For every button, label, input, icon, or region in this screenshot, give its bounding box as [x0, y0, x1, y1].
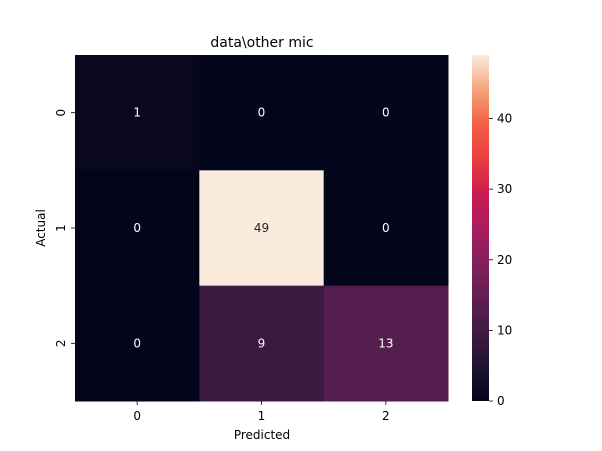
heatmap-cell	[75, 285, 200, 402]
x-axis-label: Predicted	[234, 428, 290, 442]
heatmap-cell	[199, 55, 325, 171]
x-axis: 0 1 2	[133, 401, 390, 423]
heatmap-cell	[323, 285, 449, 402]
heatmap-cell-labels: 1 0 0 0 49 0 0 9 13	[133, 106, 393, 351]
y-tick-label: 2	[54, 340, 68, 348]
y-axis: 0 1 2	[54, 109, 75, 347]
y-tick-label: 0	[54, 109, 68, 117]
heatmap-cell	[75, 170, 200, 287]
colorbar-tick-label: 20	[497, 253, 512, 267]
colorbar	[472, 55, 489, 401]
heatmap-cell	[323, 55, 449, 171]
heatmap-cells	[75, 55, 449, 402]
cell-value-label: 1	[133, 106, 141, 120]
colorbar-tick-label: 40	[497, 112, 512, 126]
cell-value-label: 0	[382, 106, 390, 120]
x-tick-label: 0	[133, 409, 141, 423]
cell-value-label: 0	[133, 336, 141, 350]
colorbar-tick-label: 10	[497, 323, 512, 337]
chart-title: data\other mic	[210, 35, 313, 51]
x-tick-label: 2	[382, 409, 390, 423]
cell-value-label: 49	[254, 221, 269, 235]
x-tick-label: 1	[258, 409, 266, 423]
heatmap-cell	[199, 170, 325, 287]
colorbar-axis: 0 10 20 30 40	[489, 112, 512, 408]
colorbar-tick-label: 0	[497, 394, 505, 408]
cell-value-label: 9	[258, 336, 266, 350]
y-axis-label: Actual	[34, 209, 48, 247]
y-tick-label: 1	[54, 224, 68, 232]
colorbar-tick-label: 30	[497, 182, 512, 196]
cell-value-label: 13	[378, 336, 393, 350]
cell-value-label: 0	[382, 221, 390, 235]
cell-value-label: 0	[258, 106, 266, 120]
cell-value-label: 0	[133, 221, 141, 235]
heatmap-cell	[199, 285, 325, 402]
heatmap-cell	[75, 55, 200, 171]
heatmap-cell	[323, 170, 449, 287]
